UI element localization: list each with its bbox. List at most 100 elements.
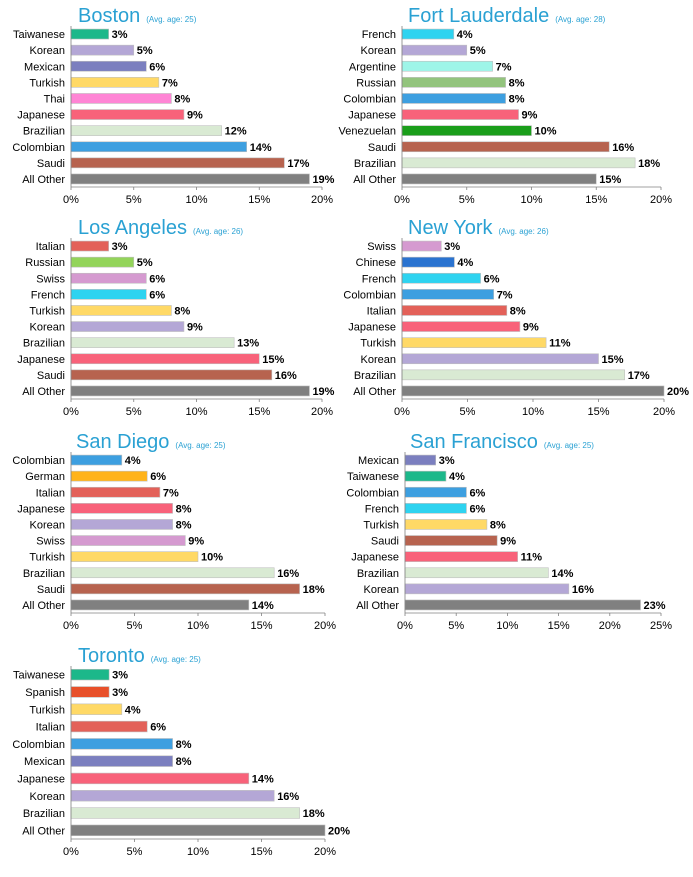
category-label: All Other [22, 386, 65, 398]
bar-swiss [401, 240, 442, 252]
value-label: 9% [500, 536, 516, 548]
value-label: 18% [303, 584, 325, 596]
value-label: 9% [523, 322, 539, 334]
bar-all-other [404, 599, 641, 611]
category-label: Korean [361, 354, 396, 366]
x-tick-label: 5% [127, 846, 143, 858]
bar-colombian [404, 486, 467, 498]
x-tick-label: 10% [185, 406, 207, 418]
bar-korean [401, 44, 468, 56]
value-label: 16% [572, 584, 594, 596]
chart-title-text: Los Angeles [78, 217, 187, 239]
value-label: 20% [328, 825, 350, 837]
value-label: 4% [125, 455, 141, 467]
value-label: 17% [628, 370, 650, 382]
chart-san-francisco: San Francisco (Avg. age: 25) Mexican 3% Taiw… [346, 431, 672, 632]
category-label: All Other [22, 600, 65, 612]
bar-mexican [404, 454, 437, 466]
bar-all-other [70, 173, 310, 185]
value-label: 16% [277, 568, 299, 580]
bar-all-other [401, 173, 597, 185]
category-label: Colombian [343, 289, 396, 301]
value-label: 6% [149, 273, 165, 285]
value-label: 4% [457, 29, 473, 41]
chart-title: Boston (Avg. age: 25) [78, 5, 197, 27]
category-label: Mexican [358, 455, 399, 467]
x-tick-label: 5% [448, 620, 464, 632]
value-label: 14% [252, 600, 274, 612]
chart-title-text: New York [408, 217, 493, 239]
category-label: Japanese [17, 773, 65, 785]
bar-japanese [70, 772, 250, 785]
category-label: Korean [361, 45, 396, 57]
value-label: 23% [644, 600, 666, 612]
category-label: Italian [367, 305, 396, 317]
category-label: Turkish [363, 519, 399, 531]
value-label: 8% [509, 77, 525, 89]
bar-spanish [70, 686, 110, 698]
x-tick-label: 10% [522, 406, 544, 418]
x-tick-label: 20% [650, 194, 672, 206]
bar-japanese [404, 551, 518, 562]
bar-thai [70, 93, 172, 104]
chart-title-text: San Francisco [410, 431, 538, 453]
value-label: 3% [439, 455, 455, 467]
bar-saudi [401, 141, 610, 153]
category-label: French [362, 29, 396, 41]
x-tick-label: 0% [63, 846, 79, 858]
category-label: All Other [22, 174, 65, 186]
x-tick-label: 15% [248, 406, 270, 418]
x-tick-label: 25% [650, 620, 672, 632]
category-label: Spanish [25, 687, 65, 699]
category-label: Colombian [12, 142, 65, 154]
bar-brazilian [70, 337, 235, 348]
category-label: Swiss [367, 241, 396, 253]
value-label: 9% [187, 110, 203, 122]
category-label: Italian [36, 487, 65, 499]
x-tick-label: 15% [585, 194, 607, 206]
category-label: French [365, 503, 399, 515]
value-label: 3% [112, 670, 128, 682]
bar-korean [70, 519, 173, 530]
x-tick-label: 15% [250, 620, 272, 632]
bar-italian [70, 240, 109, 252]
bar-colombian [70, 738, 173, 750]
value-label: 8% [174, 93, 190, 105]
x-tick-label: 15% [250, 846, 272, 858]
chart-subtitle: (Avg. age: 25) [146, 15, 196, 24]
chart-title-text: Fort Lauderdale [408, 5, 549, 27]
chart-title: Los Angeles (Avg. age: 26) [78, 217, 243, 239]
bar-brazilian [70, 125, 222, 136]
x-tick-label: 20% [311, 194, 333, 206]
category-label: Taiwanese [13, 29, 65, 41]
category-label: Saudi [371, 536, 399, 548]
bar-colombian [401, 93, 506, 104]
chart-subtitle: (Avg. age: 25) [175, 441, 225, 450]
bar-korean [404, 583, 570, 595]
category-label: Colombian [12, 739, 65, 751]
chart-new-york: New York (Avg. age: 26) Swiss 3% Chinese 4% Fr… [343, 217, 689, 418]
category-label: Korean [30, 519, 65, 531]
bar-colombian [401, 289, 494, 300]
value-label: 3% [112, 241, 128, 253]
value-label: 15% [262, 354, 284, 366]
category-label: French [31, 289, 65, 301]
bar-all-other [70, 824, 326, 837]
value-label: 6% [150, 722, 166, 734]
value-label: 17% [287, 158, 309, 170]
category-label: Korean [364, 584, 399, 596]
value-label: 8% [176, 739, 192, 751]
category-label: Italian [36, 722, 65, 734]
x-tick-label: 15% [248, 194, 270, 206]
category-label: Korean [30, 322, 65, 334]
value-label: 7% [496, 61, 512, 73]
value-label: 10% [535, 126, 557, 138]
category-label: Japanese [17, 354, 65, 366]
x-tick-label: 10% [187, 620, 209, 632]
value-label: 11% [549, 338, 571, 350]
category-label: Brazilian [23, 568, 65, 580]
category-label: French [362, 273, 396, 285]
chart-toronto: Toronto (Avg. age: 25) Taiwanese 3% Spanish 3… [12, 645, 350, 858]
value-label: 3% [112, 29, 128, 41]
